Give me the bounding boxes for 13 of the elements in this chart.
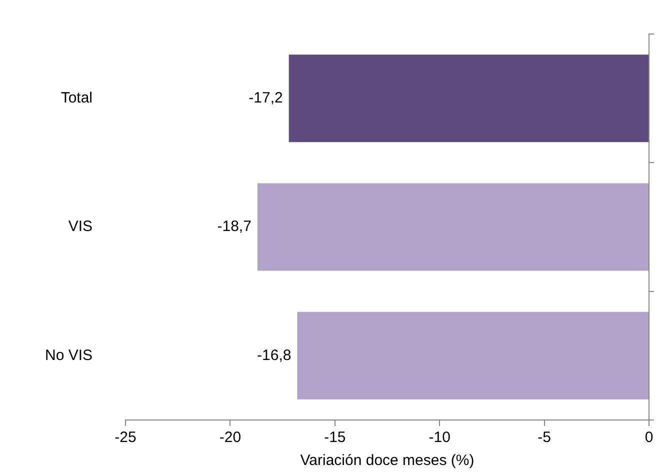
data-label: -16,8 — [257, 346, 292, 364]
x-tick-label: -15 — [324, 429, 346, 446]
y-tick-label: VIS — [68, 218, 93, 236]
data-label: -17,2 — [248, 89, 283, 106]
y-tick-label: Total — [60, 89, 93, 106]
x-tick-label: -5 — [538, 429, 551, 446]
data-label: -18,7 — [217, 218, 252, 236]
y-tick-label: No VIS — [44, 346, 93, 364]
x-tick-label: -25 — [114, 429, 136, 446]
x-tick-label: 0 — [644, 429, 654, 446]
x-tick-label: -20 — [219, 429, 242, 446]
x-tick-label: -10 — [428, 429, 450, 446]
x-axis-title: Variación doce meses (%) — [300, 452, 474, 470]
